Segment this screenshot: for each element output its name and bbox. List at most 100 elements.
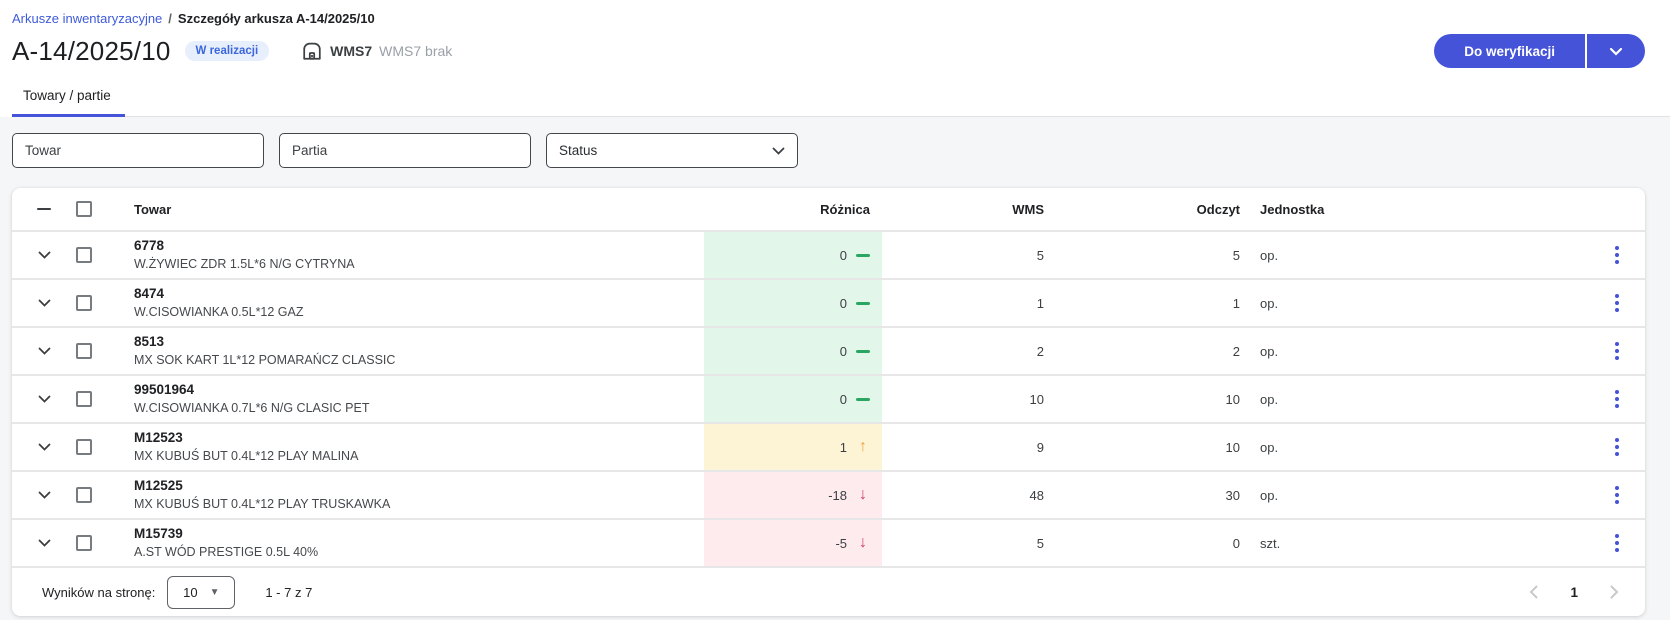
- wms-value: 2: [1036, 343, 1044, 359]
- row-expand-button[interactable]: [32, 293, 57, 313]
- tab-bar: Towary / partie: [12, 80, 1670, 117]
- table-row: M12523 MX KUBUŚ BUT 0.4L*12 PLAY MALINA …: [12, 422, 1645, 470]
- diff-value: 0: [839, 343, 847, 359]
- unit-value: op.: [1260, 295, 1279, 311]
- per-page-select[interactable]: 10 ▼: [167, 575, 236, 609]
- triangle-down-icon: ▼: [209, 586, 220, 598]
- wms-value: 1: [1036, 295, 1044, 311]
- item-name: MX SOK KART 1L*12 POMARAŃCZ CLASSIC: [134, 352, 396, 367]
- breadcrumb-separator: /: [168, 11, 172, 26]
- diff-cell: 0: [704, 280, 882, 326]
- tab-towary-partie[interactable]: Towary / partie: [12, 80, 125, 117]
- wms-value: 5: [1036, 247, 1044, 263]
- row-expand-button[interactable]: [32, 389, 57, 409]
- item-name: W.ŻYWIEC ZDR 1.5L*6 N/G CYTRYNA: [134, 256, 355, 271]
- chevron-right-icon: [1610, 585, 1619, 599]
- items-table: Towar Różnica WMS Odczyt Jednostka 6778: [12, 188, 1645, 616]
- breadcrumb-link-arkusze[interactable]: Arkusze inwentaryzacyjne: [12, 11, 163, 26]
- wms-value: 5: [1036, 535, 1044, 551]
- current-page-number[interactable]: 1: [1570, 584, 1578, 600]
- collapse-all-button[interactable]: [31, 202, 57, 217]
- odczyt-value: 0: [1232, 535, 1240, 551]
- chevron-left-icon: [1529, 585, 1538, 599]
- row-menu-kebab-icon[interactable]: [1609, 530, 1625, 556]
- row-menu-kebab-icon[interactable]: [1609, 290, 1625, 316]
- collapse-all-icon: [37, 207, 51, 211]
- status-filter-select[interactable]: Status: [546, 133, 798, 168]
- unit-value: op.: [1260, 247, 1279, 263]
- page-title: A-14/2025/10: [12, 35, 171, 66]
- results-range: 1 - 7 z 7: [265, 584, 313, 600]
- odczyt-value: 30: [1225, 487, 1240, 503]
- table-footer: Wyników na stronę: 10 ▼ 1 - 7 z 7 1: [12, 566, 1645, 616]
- trend-down-icon: ↓: [859, 486, 867, 503]
- towar-filter-input[interactable]: [12, 133, 264, 168]
- row-expand-button[interactable]: [32, 245, 57, 265]
- unit-value: op.: [1260, 343, 1279, 359]
- chevron-down-icon: [38, 395, 51, 403]
- row-menu-kebab-icon[interactable]: [1609, 434, 1625, 460]
- diff-cell: 0: [704, 376, 882, 422]
- chevron-down-icon: [38, 299, 51, 307]
- row-menu-kebab-icon[interactable]: [1609, 242, 1625, 268]
- item-name: MX KUBUŚ BUT 0.4L*12 PLAY TRUSKAWKA: [134, 496, 391, 511]
- row-expand-button[interactable]: [32, 485, 57, 505]
- diff-value: 1: [839, 439, 847, 455]
- row-checkbox[interactable]: [76, 391, 92, 407]
- status-filter-label: Status: [559, 143, 598, 158]
- table-row: 99501964 W.CISOWIANKA 0.7L*6 N/G CLASIC …: [12, 374, 1645, 422]
- row-checkbox[interactable]: [76, 535, 92, 551]
- column-header-wms: WMS: [1012, 201, 1044, 217]
- item-code: 6778: [134, 238, 165, 254]
- trend-down-icon: ↓: [859, 534, 867, 551]
- diff-value: -18: [828, 487, 847, 503]
- unit-value: op.: [1260, 487, 1279, 503]
- row-expand-button[interactable]: [32, 533, 57, 553]
- chevron-down-icon: [38, 443, 51, 451]
- row-checkbox[interactable]: [76, 247, 92, 263]
- trend-flat-icon: [856, 301, 870, 305]
- row-menu-kebab-icon[interactable]: [1609, 482, 1625, 508]
- next-page-button[interactable]: [1606, 581, 1623, 603]
- diff-cell: 0: [704, 328, 882, 374]
- row-checkbox[interactable]: [76, 343, 92, 359]
- column-header-roznica: Różnica: [820, 201, 870, 217]
- warehouse-icon: [301, 40, 323, 62]
- select-all-checkbox[interactable]: [76, 201, 92, 217]
- diff-value: 0: [839, 247, 847, 263]
- trend-flat-icon: [856, 397, 870, 401]
- per-page-label: Wyników na stronę:: [42, 584, 156, 600]
- partia-filter-input[interactable]: [279, 133, 531, 168]
- item-code: M12525: [134, 478, 183, 494]
- row-checkbox[interactable]: [76, 295, 92, 311]
- row-expand-button[interactable]: [32, 437, 57, 457]
- diff-value: 0: [839, 295, 847, 311]
- chevron-down-icon: [38, 539, 51, 547]
- row-checkbox[interactable]: [76, 487, 92, 503]
- item-code: 99501964: [134, 382, 195, 398]
- chevron-down-icon: [38, 347, 51, 355]
- previous-page-button[interactable]: [1525, 581, 1542, 603]
- wms-value: 48: [1029, 487, 1044, 503]
- row-checkbox[interactable]: [76, 439, 92, 455]
- column-header-towar: Towar: [134, 201, 172, 217]
- row-expand-button[interactable]: [32, 341, 57, 361]
- row-menu-kebab-icon[interactable]: [1609, 338, 1625, 364]
- status-badge: W realizacji: [184, 41, 270, 61]
- content-area: Status Towar Różnica WMS Odczyt Jednostk…: [0, 117, 1670, 620]
- table-row: 8474 W.CISOWIANKA 0.5L*12 GAZ 0 1 1 op.: [12, 278, 1645, 326]
- action-dropdown-toggle[interactable]: [1587, 34, 1645, 68]
- chevron-down-icon: [1609, 47, 1623, 56]
- unit-value: op.: [1260, 439, 1279, 455]
- row-menu-kebab-icon[interactable]: [1609, 386, 1625, 412]
- item-name: A.ST WÓD PRESTIGE 0.5L 40%: [134, 544, 319, 559]
- do-weryfikacji-button[interactable]: Do weryfikacji: [1434, 34, 1585, 68]
- diff-cell: 0: [704, 232, 882, 278]
- item-name: W.CISOWIANKA 0.5L*12 GAZ: [134, 304, 304, 319]
- table-row: M15739 A.ST WÓD PRESTIGE 0.5L 40% -5 ↓ 5…: [12, 518, 1645, 566]
- breadcrumb: Arkusze inwentaryzacyjne / Szczegóły ark…: [12, 0, 1670, 28]
- item-code: M12523: [134, 430, 183, 446]
- odczyt-value: 1: [1232, 295, 1240, 311]
- per-page-value: 10: [183, 584, 198, 600]
- pagination: 1: [1525, 581, 1623, 603]
